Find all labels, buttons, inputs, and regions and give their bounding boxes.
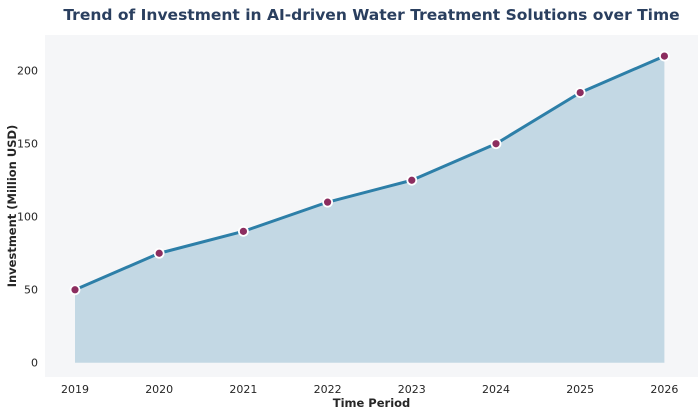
trend-line <box>73 54 666 292</box>
chart-title: Trend of Investment in AI-driven Water T… <box>63 6 680 24</box>
x-tick-label: 2021 <box>229 383 258 396</box>
x-tick-label: 2019 <box>61 383 89 396</box>
area-fill <box>75 56 665 363</box>
data-point-marker <box>153 247 165 259</box>
x-tick-label: 2022 <box>313 383 342 396</box>
x-tick-label: 2025 <box>566 383 595 396</box>
data-point-marker <box>69 284 81 296</box>
data-point-marker <box>237 225 249 237</box>
data-point-marker <box>490 138 502 150</box>
chart-canvas <box>69 50 670 363</box>
data-point-marker <box>574 87 586 99</box>
y-tick-label: 100 <box>17 210 38 224</box>
data-point-marker <box>322 196 334 208</box>
data-point-marker <box>659 50 670 62</box>
plot-area <box>45 35 698 377</box>
y-axis-ticks: 0 50 100 150 200 <box>0 0 38 418</box>
x-axis-label: Time Period <box>332 396 411 410</box>
x-tick-label: 2024 <box>482 383 510 396</box>
data-point-marker <box>406 174 418 186</box>
y-tick-label: 0 <box>31 356 38 370</box>
x-tick-label: 2026 <box>650 383 679 396</box>
x-tick-label: 2020 <box>145 383 174 396</box>
y-tick-label: 150 <box>17 137 38 151</box>
y-tick-label: 50 <box>24 283 38 297</box>
x-tick-label: 2023 <box>397 383 426 396</box>
y-tick-label: 200 <box>17 64 38 78</box>
y-axis-label: Investment (Million USD) <box>5 124 19 288</box>
